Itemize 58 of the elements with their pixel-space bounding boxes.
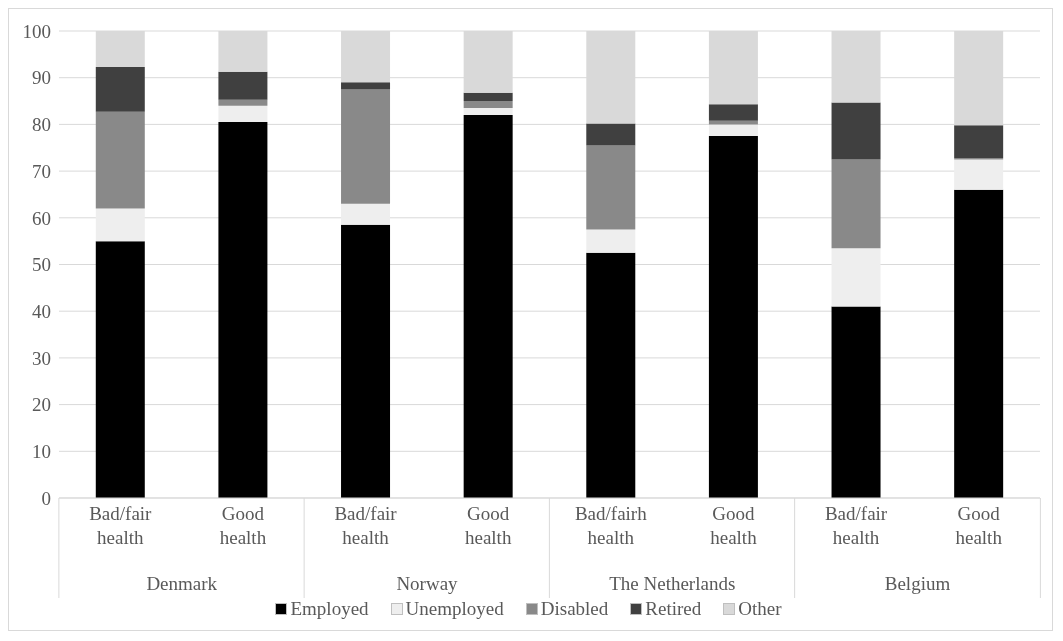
bar [586, 123, 636, 146]
bar [831, 306, 881, 498]
legend-label: Employed [289, 598, 369, 620]
x-tick-label: Bad/fair health [334, 503, 398, 548]
legend-label: Other [737, 598, 782, 620]
bar [708, 104, 758, 121]
bar [95, 66, 145, 112]
y-tick-label: 90 [32, 67, 51, 89]
y-tick-label: 60 [32, 207, 51, 229]
bar [586, 252, 636, 498]
legend-label: Unemployed [404, 598, 504, 620]
y-tick-label: 80 [32, 114, 51, 136]
bar [831, 248, 881, 307]
text: Belgium [884, 573, 951, 594]
bar [708, 124, 758, 137]
text: Norway [396, 573, 459, 594]
legend-label: Retired [644, 598, 702, 620]
bar [218, 122, 268, 498]
x-tick-label: Good health [464, 503, 512, 548]
bar [463, 101, 513, 109]
y-tick-label: 30 [32, 347, 51, 369]
bar [708, 136, 758, 498]
y-tick-label: 20 [32, 394, 51, 416]
y-tick-label: 100 [22, 20, 51, 42]
bar [341, 203, 391, 225]
x-tick-label: Bad/fairh health [574, 503, 648, 548]
bar [218, 105, 268, 123]
x-tick-label: Bad/fair health [89, 503, 153, 548]
bar [831, 102, 881, 160]
x-tick-label: Good health [219, 503, 267, 548]
bar [586, 229, 636, 253]
bar [954, 125, 1004, 159]
y-tick-label: 50 [32, 254, 51, 276]
x-tick-label: Bad/fair health [824, 503, 888, 548]
bar [463, 115, 513, 498]
y-tick-label: 10 [32, 441, 51, 463]
x-tick-label: Good health [710, 503, 758, 548]
legend-label: Disabled [539, 598, 609, 620]
y-tick-label: 70 [32, 160, 51, 182]
y-tick-label: 0 [41, 487, 51, 509]
bar [95, 241, 145, 498]
bar [95, 111, 145, 209]
bar [341, 89, 391, 204]
x-tick-label: Good health [955, 503, 1003, 548]
text: The Netherlands [609, 573, 736, 594]
bar [341, 82, 391, 90]
bar [954, 189, 1004, 498]
bar [463, 108, 513, 116]
bar [341, 224, 391, 498]
bar [218, 99, 268, 106]
y-tick-label: 40 [32, 300, 51, 322]
bar [463, 92, 513, 102]
bar [954, 159, 1004, 190]
bar [586, 145, 636, 230]
text: Denmark [146, 573, 218, 594]
bar [95, 208, 145, 242]
bar [218, 71, 268, 100]
bar [831, 159, 881, 249]
